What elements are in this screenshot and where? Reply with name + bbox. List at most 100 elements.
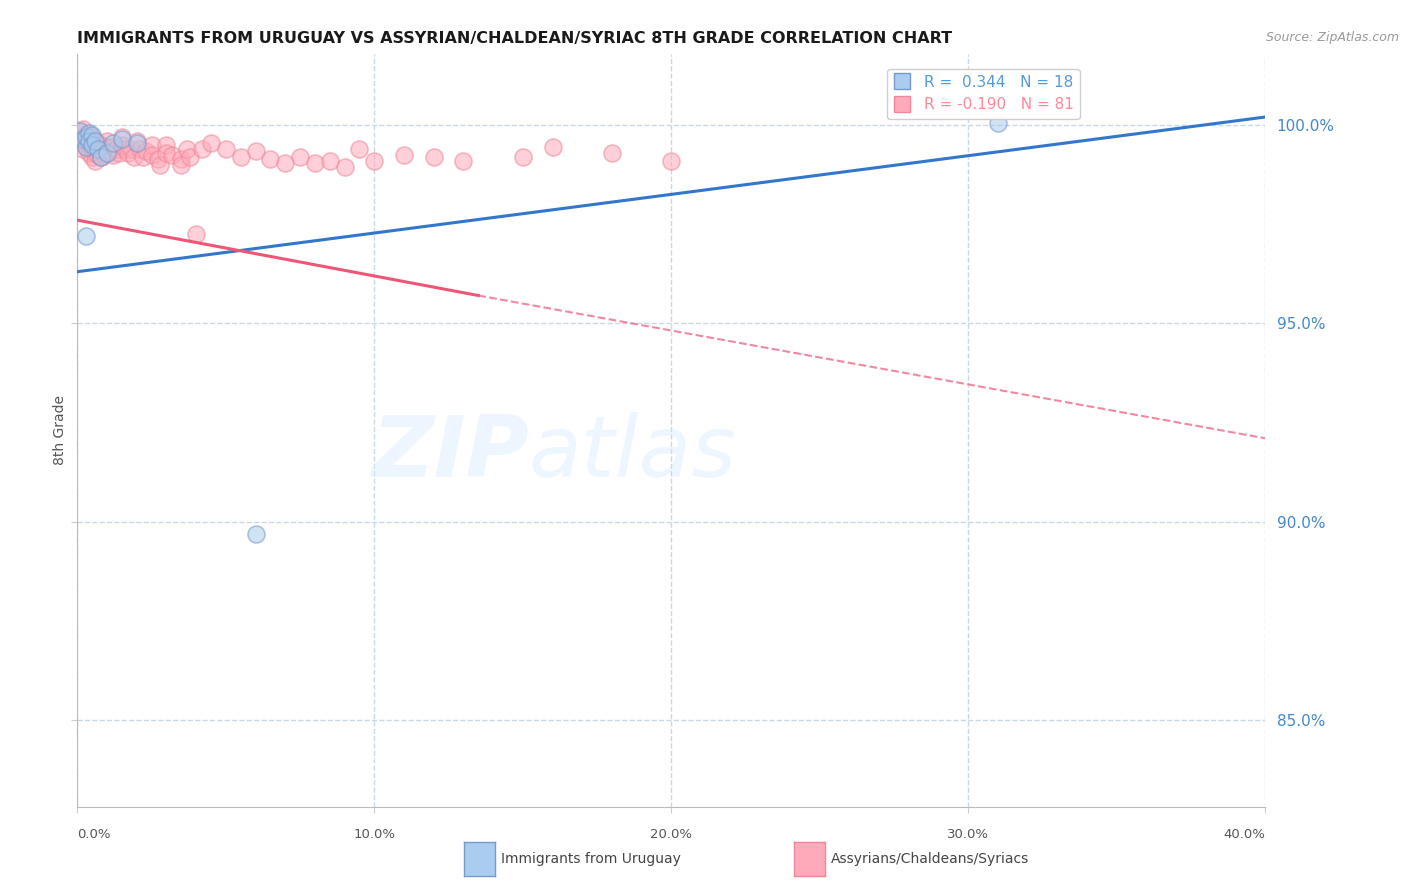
Point: [512, 150, 534, 164]
Point: [170, 158, 193, 172]
Point: [101, 147, 124, 161]
Point: [96, 145, 118, 160]
Point: [101, 136, 124, 150]
Point: [122, 150, 145, 164]
Point: [141, 137, 163, 152]
Point: [155, 137, 177, 152]
Point: [96, 145, 118, 160]
Point: [245, 144, 267, 158]
Point: [87, 142, 110, 156]
Point: [128, 142, 150, 156]
Text: 40.0%: 40.0%: [1223, 828, 1265, 841]
Point: [82, 128, 104, 142]
Point: [87, 142, 110, 156]
Point: [82, 137, 104, 152]
Point: [87, 147, 110, 161]
Point: [75, 140, 97, 154]
Text: Immigrants from Uruguay: Immigrants from Uruguay: [501, 852, 681, 866]
Point: [75, 134, 97, 148]
Point: [117, 145, 139, 160]
Point: [104, 142, 127, 156]
Point: [200, 136, 222, 150]
Point: [77, 126, 100, 140]
Text: 30.0%: 30.0%: [948, 828, 990, 841]
Point: [149, 158, 172, 172]
Point: [77, 128, 100, 142]
Point: [661, 153, 683, 168]
Point: [72, 122, 94, 136]
Text: ZIP: ZIP: [371, 411, 529, 494]
Point: [423, 150, 446, 164]
Point: [69, 124, 91, 138]
Point: [288, 150, 311, 164]
Text: 10.0%: 10.0%: [353, 828, 395, 841]
Point: [229, 150, 252, 164]
Point: [170, 152, 193, 166]
Point: [77, 145, 100, 160]
Point: [114, 142, 136, 156]
Point: [987, 116, 1010, 130]
Point: [77, 132, 100, 146]
Point: [98, 144, 121, 158]
Point: [75, 128, 97, 142]
Point: [179, 150, 201, 164]
Legend: R =  0.344   N = 18, R = -0.190   N = 81: R = 0.344 N = 18, R = -0.190 N = 81: [887, 69, 1080, 119]
Point: [259, 152, 281, 166]
Point: [75, 229, 97, 244]
Point: [77, 134, 100, 148]
Point: [82, 150, 104, 164]
Point: [191, 142, 214, 156]
Point: [125, 134, 148, 148]
Y-axis label: 8th Grade: 8th Grade: [53, 395, 67, 466]
Text: 0.0%: 0.0%: [77, 828, 111, 841]
Point: [111, 137, 134, 152]
Point: [75, 129, 97, 144]
Text: Source: ZipAtlas.com: Source: ZipAtlas.com: [1265, 31, 1399, 45]
Point: [77, 137, 100, 152]
Point: [162, 147, 184, 161]
Point: [349, 142, 371, 156]
Text: Assyrians/Chaldeans/Syriacs: Assyrians/Chaldeans/Syriacs: [831, 852, 1029, 866]
Point: [108, 145, 131, 160]
Point: [111, 132, 134, 146]
Point: [69, 124, 91, 138]
Point: [72, 134, 94, 148]
Point: [453, 153, 475, 168]
Point: [90, 151, 112, 165]
Point: [72, 132, 94, 146]
Point: [125, 136, 148, 150]
Point: [135, 144, 157, 158]
Point: [75, 140, 97, 154]
Point: [72, 142, 94, 156]
Point: [69, 129, 91, 144]
Point: [274, 155, 297, 169]
Point: [319, 153, 342, 168]
Point: [111, 129, 134, 144]
Point: [96, 134, 118, 148]
Point: [186, 227, 208, 241]
Point: [84, 140, 107, 154]
Point: [120, 142, 142, 156]
Text: IMMIGRANTS FROM URUGUAY VS ASSYRIAN/CHALDEAN/SYRIAC 8TH GRADE CORRELATION CHART: IMMIGRANTS FROM URUGUAY VS ASSYRIAN/CHAL…: [77, 31, 952, 46]
Text: atlas: atlas: [529, 411, 737, 494]
Point: [87, 136, 110, 150]
Point: [82, 136, 104, 150]
Point: [84, 145, 107, 160]
Point: [82, 142, 104, 156]
Point: [93, 142, 115, 156]
Point: [84, 153, 107, 168]
Point: [215, 142, 238, 156]
Point: [541, 140, 564, 154]
Point: [600, 145, 623, 160]
Text: 20.0%: 20.0%: [651, 828, 692, 841]
Point: [363, 153, 385, 168]
Point: [392, 147, 415, 161]
Point: [304, 155, 326, 169]
Point: [90, 144, 112, 158]
Point: [141, 147, 163, 161]
Point: [93, 147, 115, 161]
Point: [90, 137, 112, 152]
Point: [82, 129, 104, 144]
Point: [101, 140, 124, 154]
Point: [245, 526, 267, 541]
